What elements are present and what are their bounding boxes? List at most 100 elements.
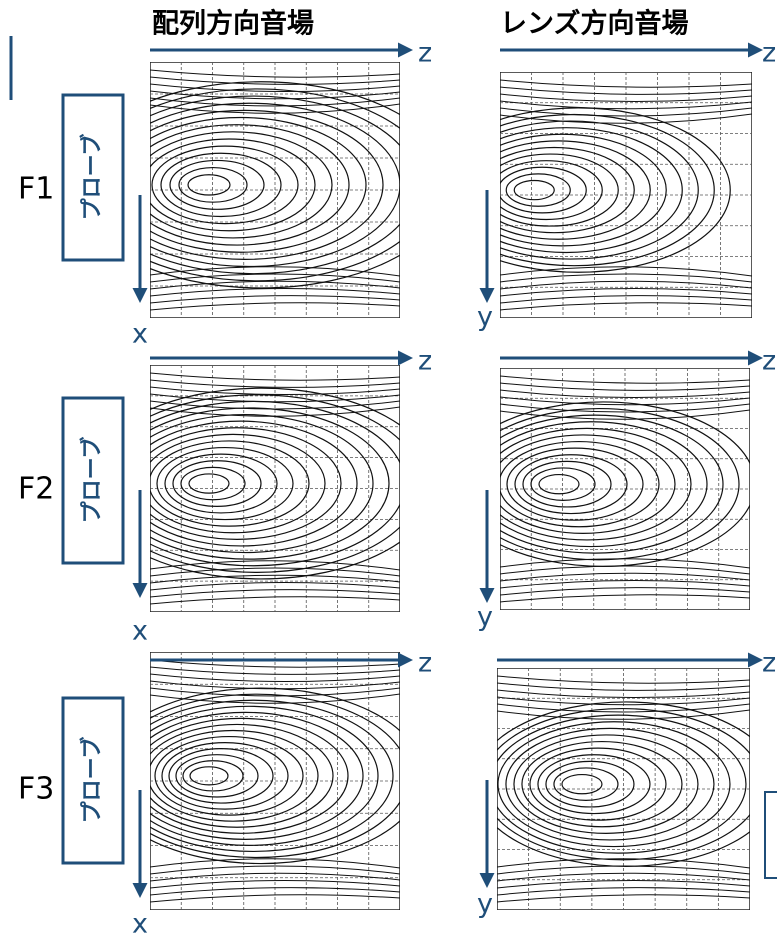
contour [150,699,394,853]
contour [497,696,750,706]
contour [500,587,750,596]
axis-label: y [477,889,493,920]
contour [150,858,400,869]
contour [150,865,400,875]
contour [150,887,400,896]
contour-plot [150,365,400,612]
contour [150,88,400,282]
column-header: レンズ方向音場 [500,8,688,40]
contour [505,173,571,207]
contour [500,579,750,589]
contour [151,145,299,225]
contour [500,427,692,541]
contour [553,767,619,801]
contour [150,386,400,396]
contour [500,375,750,384]
contour [156,446,294,521]
contour [150,705,379,846]
contour [150,659,400,668]
contour-plot [500,72,752,318]
contour [188,473,230,494]
contour [150,124,350,246]
contour [150,717,349,834]
contour [150,581,400,591]
axis-label: z [418,38,432,69]
contour [500,565,750,575]
contour [150,116,367,253]
probe-box [61,93,125,262]
contour [182,760,244,792]
contour-plot [150,652,400,910]
contour [506,447,644,521]
contour [500,403,750,413]
contour [500,414,724,554]
contour [500,113,752,124]
contour [529,747,667,821]
contour [500,107,752,117]
contour [505,727,715,841]
contour [500,434,676,534]
contour [500,287,752,297]
contour [172,460,262,507]
contour-plot [150,62,400,318]
contour [500,93,752,103]
contour [500,120,699,260]
row-label: F1 [18,172,54,207]
contour [150,372,400,381]
contour [500,594,750,603]
contour [150,407,390,560]
contour [497,721,731,848]
contour [150,894,400,903]
contour [500,558,750,569]
axis-label: x [132,909,148,940]
contour [150,138,316,232]
probe-box [61,396,125,565]
contour [500,146,635,234]
contour [500,266,752,277]
decor-box [764,791,777,879]
axis-label: y [477,302,493,333]
contour [522,460,612,508]
contour [497,703,750,713]
contour [500,572,750,582]
contour [497,682,750,691]
contour [150,280,400,290]
contour [150,103,400,114]
contour [500,389,750,399]
contour [150,81,400,289]
contour [500,100,752,110]
axis-label: z [418,346,432,377]
contour [150,729,319,822]
contour [497,894,750,903]
contour [150,83,400,93]
contour [561,773,603,795]
contour [150,687,400,697]
contour [150,379,400,388]
contour [150,131,333,239]
contour [497,887,750,896]
contour [497,879,750,889]
contour [545,760,635,808]
row-label: F3 [18,772,54,807]
contour [500,166,587,214]
contour [513,734,699,834]
contour [150,387,400,580]
contour [150,723,334,828]
contour [150,76,400,85]
contour [538,473,580,495]
contour [150,427,342,540]
contour [150,287,400,297]
contour [150,693,400,704]
contour [500,382,750,391]
contour [150,440,310,527]
contour [497,689,750,699]
contour [500,133,667,247]
contour [537,754,651,815]
contour-plot [497,668,750,910]
contour [150,295,400,304]
contour [150,406,400,417]
axis-label: z [762,648,776,679]
contour [150,97,400,107]
axis-label: z [762,346,776,377]
contour [497,675,750,684]
